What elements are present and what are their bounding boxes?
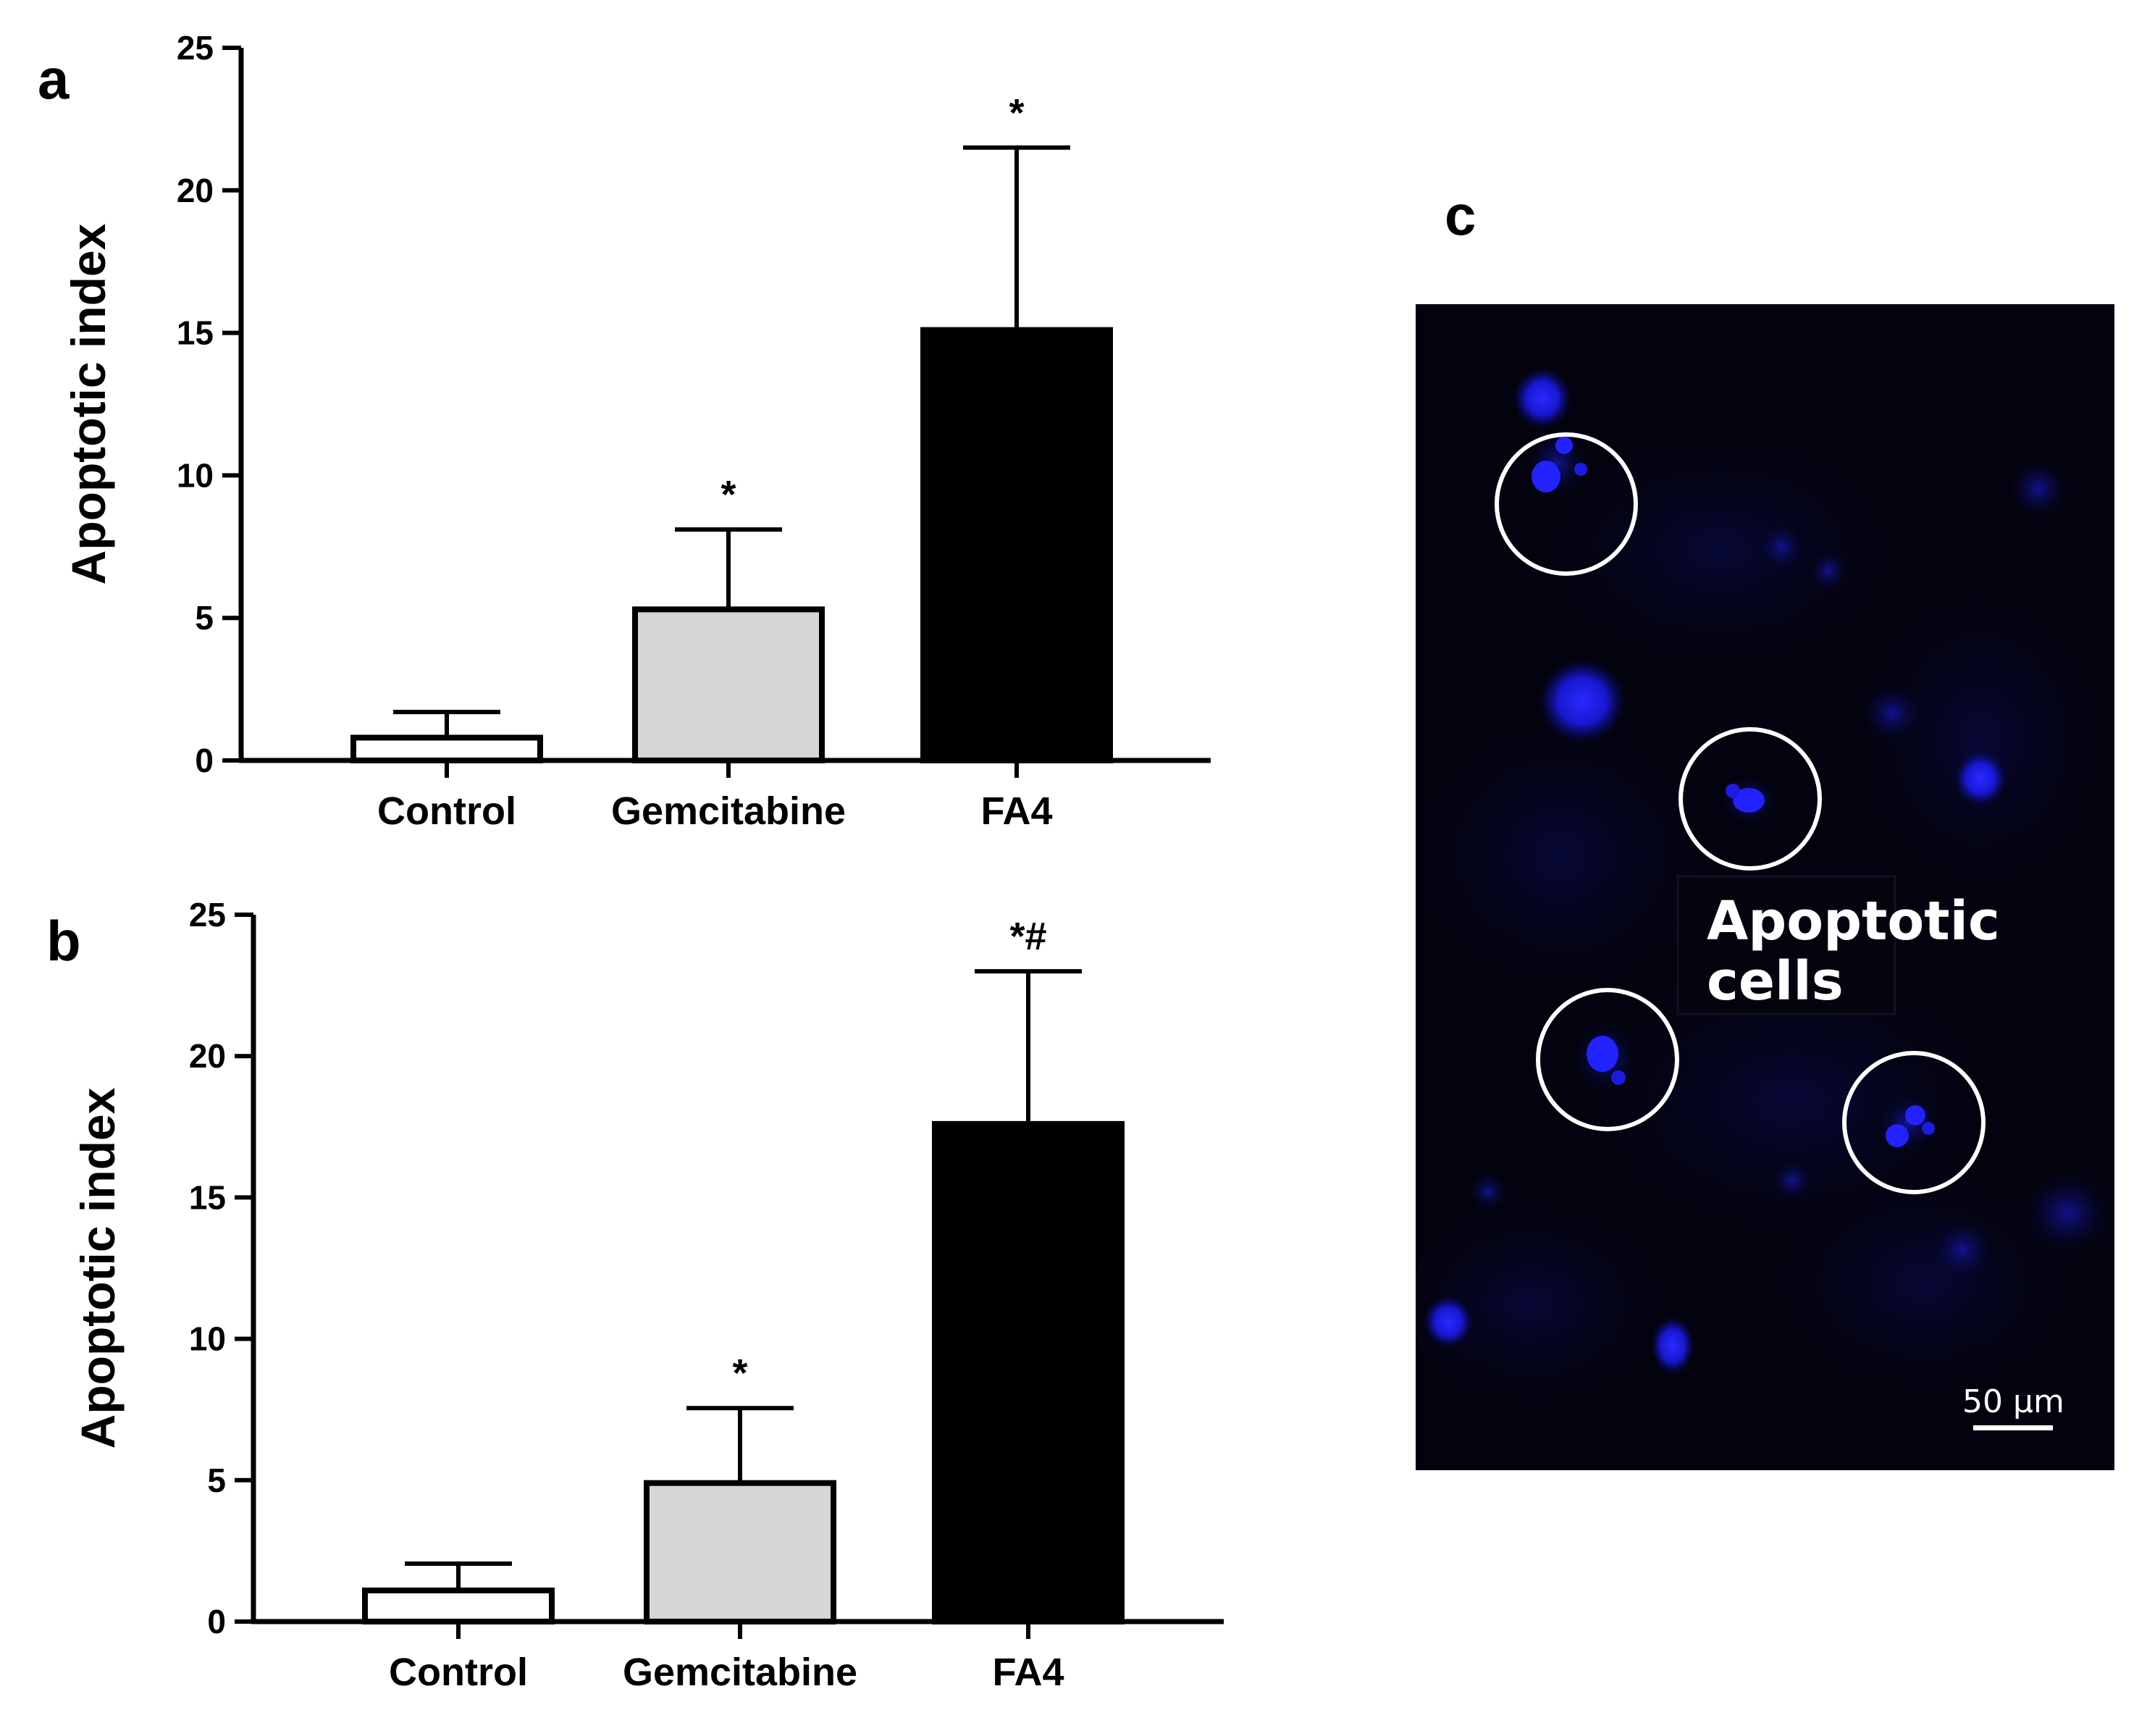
significance-marker: *: [732, 1351, 747, 1395]
y-tick-label: 15: [189, 1178, 226, 1216]
bar-control: [350, 734, 543, 764]
apoptotic-label-line2: cells: [1707, 950, 1844, 1012]
apoptotic-cell-2: [1678, 727, 1822, 871]
chart-a: 0 5 10 15 20 25 Apoptotic index Control Gemcitab…: [62, 29, 1211, 833]
y-axis-label: Apoptotic index: [71, 1087, 125, 1448]
y-tick-label: 25: [189, 896, 226, 934]
significance-marker: *: [1009, 91, 1024, 135]
x-tick-label: Control: [377, 789, 516, 833]
y-tick-label: 0: [195, 742, 214, 779]
y-tick-label: 10: [189, 1320, 226, 1358]
highlight-circle: [1495, 432, 1638, 576]
bar-gemcitabine: [632, 606, 825, 764]
bar-gemcitabine: [644, 1480, 836, 1624]
y-tick-label: 20: [177, 172, 214, 209]
y-tick-label: 15: [177, 314, 214, 352]
significance-marker: *#: [1009, 915, 1046, 958]
apoptotic-cell-3: [1536, 988, 1679, 1131]
chart-b: 0 5 10 15 20 25 Apoptotic index Control Gemcitab…: [71, 896, 1224, 1694]
x-tick-label: Gemcitabine: [611, 789, 846, 833]
y-tick-label: 10: [177, 456, 214, 494]
y-tick-label: 5: [207, 1462, 226, 1499]
y-tick-label: 5: [195, 599, 214, 637]
x-tick-label: Gemcitabine: [623, 1651, 857, 1694]
highlight-circle: [1678, 727, 1822, 871]
apoptotic-label-line1: Apoptotic: [1707, 890, 2000, 952]
highlight-circle: [1842, 1051, 1986, 1194]
panel-letter-b: b: [46, 909, 81, 973]
y-tick-label: 0: [207, 1603, 226, 1640]
significance-marker: *: [720, 473, 736, 516]
y-tick-label: 20: [189, 1037, 226, 1075]
scale-bar-label: 50 µm: [1962, 1383, 2064, 1420]
bar-fa4: [932, 1120, 1125, 1624]
x-tick-label: Control: [389, 1651, 528, 1694]
y-axis-label: Apoptotic index: [62, 223, 115, 584]
y-tick-label: 25: [177, 29, 214, 67]
nuclei: [1424, 368, 2111, 1375]
highlight-circle: [1536, 988, 1679, 1131]
apoptotic-cell-1: [1495, 431, 1638, 576]
x-tick-label: FA4: [980, 789, 1052, 833]
fluorescence-micrograph: Apoptotic cells 50 µm: [1416, 304, 2114, 1470]
bar-control: [362, 1588, 555, 1625]
x-tick-label: FA4: [992, 1651, 1064, 1694]
label-box: [1676, 875, 1896, 1015]
background-haze: [1416, 427, 2111, 1412]
panel-letter-c: c: [1445, 183, 1476, 247]
apoptotic-cell-4: [1842, 1051, 1986, 1194]
scale-bar: [1973, 1425, 2053, 1430]
bar-fa4: [920, 327, 1113, 763]
panel-letter-a: a: [38, 47, 70, 111]
